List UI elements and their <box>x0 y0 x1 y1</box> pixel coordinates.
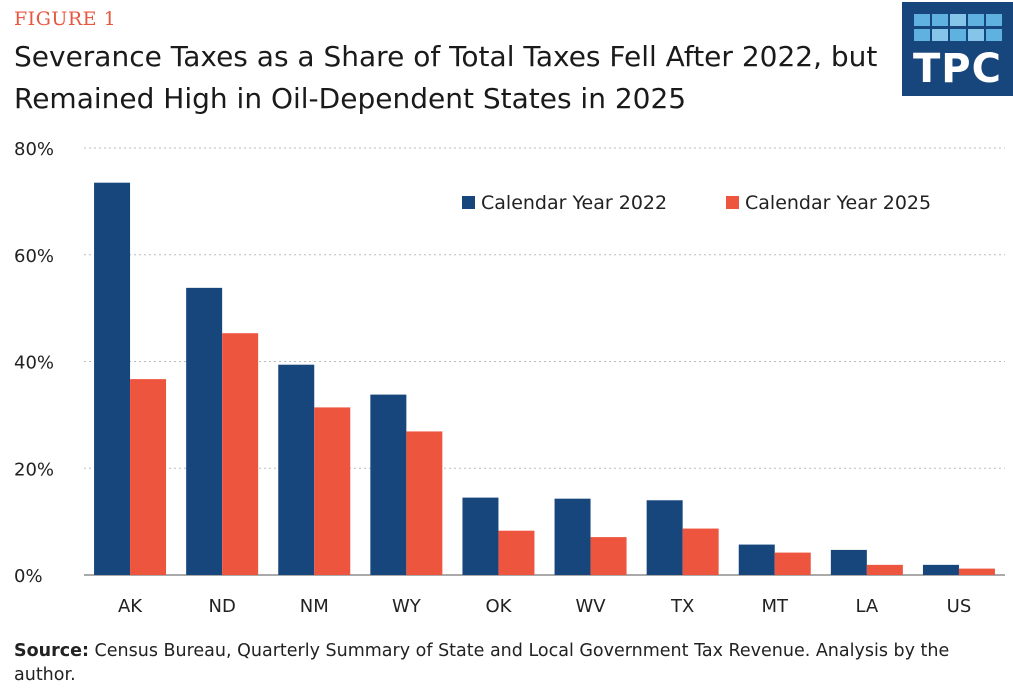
bar-nm-2022 <box>278 364 315 575</box>
x-tick-label: WY <box>392 596 422 617</box>
x-tick-label: NM <box>300 596 329 617</box>
bars <box>94 182 995 575</box>
x-axis-ticks: AK ND NM WY OK WV TX MT LA US <box>118 596 971 617</box>
x-tick-label: LA <box>855 596 878 617</box>
x-tick-label: AK <box>118 596 143 617</box>
legend: Calendar Year 2022 Calendar Year 2025 <box>462 192 931 214</box>
figure-label: FIGURE 1 <box>14 8 117 30</box>
bar-wy-2022 <box>370 394 407 575</box>
bar-la-2025 <box>866 564 903 575</box>
y-tick-label: 60% <box>14 246 54 267</box>
x-tick-label: TX <box>670 596 694 617</box>
y-tick-label: 0% <box>14 566 43 587</box>
x-tick-label: OK <box>485 596 512 617</box>
tpc-logo: TPC <box>902 2 1013 96</box>
bar-ak-2025 <box>130 379 167 575</box>
y-tick-label: 80% <box>14 139 54 160</box>
bar-wv-2025 <box>590 537 627 575</box>
chart-title: Severance Taxes as a Share of Total Taxe… <box>14 40 878 115</box>
bar-nm-2025 <box>314 407 351 575</box>
x-tick-label: MT <box>761 596 789 617</box>
bar-la-2022 <box>830 549 867 575</box>
legend-swatch <box>726 196 739 209</box>
legend-swatch <box>462 196 475 209</box>
bar-ok-2025 <box>498 530 535 575</box>
bar-chart: 0% 20% 40% 60% 80% AK ND NM WY OK WV TX MT LA US Cale… <box>14 139 1005 617</box>
bar-us-2022 <box>922 564 959 575</box>
bar-wv-2022 <box>554 498 591 575</box>
bar-tx-2025 <box>682 528 719 575</box>
source-text: Census Bureau, Quarterly Summary of Stat… <box>14 641 950 685</box>
source-note: Source: Census Bureau, Quarterly Summary… <box>14 639 1004 687</box>
x-tick-label: US <box>947 596 972 617</box>
x-tick-label: ND <box>208 596 235 617</box>
y-axis-ticks: 0% 20% 40% 60% 80% <box>14 139 54 587</box>
x-tick-label: WV <box>575 596 606 617</box>
bar-wy-2025 <box>406 431 443 575</box>
bar-ak-2022 <box>94 182 131 575</box>
bar-ok-2022 <box>462 497 499 575</box>
legend-label: Calendar Year 2025 <box>745 192 931 214</box>
bar-tx-2022 <box>646 500 683 575</box>
bar-us-2025 <box>958 568 995 575</box>
bar-mt-2022 <box>738 544 775 575</box>
legend-label: Calendar Year 2022 <box>481 192 667 214</box>
y-tick-label: 40% <box>14 353 54 374</box>
y-tick-label: 20% <box>14 459 54 480</box>
logo-text: TPC <box>913 46 1002 92</box>
source-label: Source: <box>14 641 89 661</box>
bar-nd-2022 <box>186 287 223 575</box>
bar-mt-2025 <box>774 552 811 575</box>
bar-nd-2025 <box>222 333 259 575</box>
